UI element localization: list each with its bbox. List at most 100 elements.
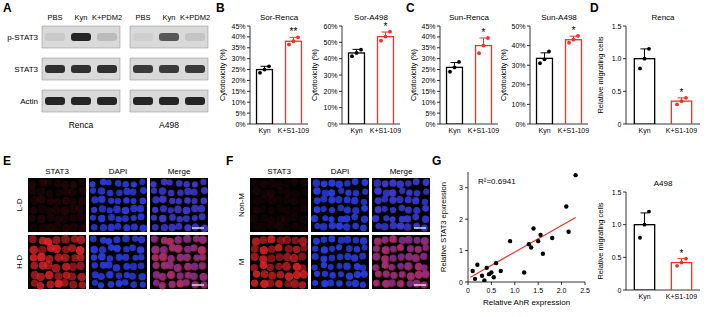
stat3-signal (260, 180, 268, 188)
nucleus (129, 244, 136, 251)
stat3-signal (192, 181, 199, 188)
stat3-signal (68, 244, 76, 252)
y-tick (527, 45, 530, 46)
plot-area (447, 36, 492, 124)
stat3-signal (78, 197, 86, 205)
y-tick-label: 30% (511, 62, 525, 69)
stat3-signal (422, 244, 429, 251)
stat3-signal (275, 263, 282, 270)
image-row-label: L-D (15, 198, 24, 211)
blot-band (45, 97, 65, 105)
y-tick (339, 26, 342, 27)
stat3-signal (284, 189, 292, 197)
stat3-signal (176, 216, 184, 224)
nucleus (344, 196, 351, 203)
nucleus (140, 187, 147, 194)
stat3-signal (174, 236, 182, 244)
stat3-signal (300, 244, 307, 251)
stat3-signal (422, 215, 430, 223)
stat3-signal (266, 279, 274, 287)
nucleus (98, 282, 104, 288)
stat3-signal (38, 205, 46, 213)
nucleus (123, 197, 129, 203)
nucleus (313, 238, 320, 245)
nucleus (98, 273, 105, 280)
nucleus (313, 179, 321, 187)
data-point (499, 269, 503, 273)
data-point (680, 261, 684, 265)
nucleus (346, 273, 353, 280)
y-tick-label: 10% (511, 101, 525, 108)
data-point (564, 204, 568, 208)
nucleus (360, 225, 367, 232)
y-tick (247, 91, 250, 92)
nucleus (116, 190, 122, 196)
nucleus (113, 264, 120, 271)
data-point (350, 54, 354, 58)
bar (537, 58, 553, 124)
stat3-signal (151, 187, 158, 194)
stat3-signal (252, 238, 260, 246)
nucleus (343, 262, 351, 270)
y-tick-label: 30% (421, 55, 435, 62)
panel-label: A (3, 1, 12, 15)
y-tick (437, 124, 440, 125)
nucleus (327, 280, 334, 287)
nucleus (90, 246, 98, 254)
blot-lane-label: Kyn (75, 13, 88, 22)
stat3-signal (39, 224, 48, 233)
stat3-signal (420, 252, 428, 260)
blot-band (133, 97, 153, 105)
stat3-signal (76, 246, 85, 255)
y-tick-label: 2 (459, 216, 463, 223)
y-axis (626, 192, 627, 290)
stat3-signal (169, 214, 177, 222)
y-tick (527, 124, 530, 125)
y-tick (623, 257, 626, 258)
nucleus (122, 181, 128, 187)
nucleus (328, 236, 335, 243)
stat3-signal (372, 215, 380, 223)
x-tick-label: 0 (466, 287, 470, 294)
bar (447, 67, 463, 124)
annotation: R²=0.6941 (478, 177, 516, 186)
y-tick-label: 50% (323, 39, 337, 46)
stat3-signal (152, 254, 160, 262)
y-tick-label: 5% (235, 110, 245, 117)
micrograph (28, 178, 87, 233)
x-tick (561, 282, 562, 285)
stat3-signal (61, 253, 69, 261)
y-tick-label: 35% (231, 44, 245, 51)
stat3-signal (152, 206, 160, 214)
bar (257, 70, 273, 124)
y-tick-label: 40% (323, 55, 337, 62)
y-tick (465, 187, 468, 188)
significance: * (572, 25, 576, 36)
nucleus (106, 179, 112, 185)
nucleus (352, 178, 359, 185)
image-background (311, 235, 369, 289)
nucleus (338, 205, 345, 212)
stat3-signal (151, 214, 158, 221)
stat3-signal (168, 207, 175, 214)
stat3-signal (159, 253, 168, 262)
nucleus (124, 272, 130, 278)
panel-label: B (216, 1, 225, 15)
category-label: Kyn (258, 127, 270, 135)
stat3-signal (159, 273, 167, 281)
stat3-signal (383, 270, 391, 278)
stat3-signal (291, 279, 300, 288)
nucleus (328, 264, 334, 270)
y-tick-label: 10% (323, 104, 337, 111)
stat3-signal (381, 195, 389, 203)
data-point (267, 64, 271, 68)
nucleus (92, 262, 98, 268)
nucleus (352, 223, 359, 230)
nucleus (123, 188, 130, 195)
stat3-signal (159, 282, 166, 289)
data-point (457, 60, 461, 64)
stat3-signal (184, 224, 192, 232)
stat3-signal (161, 224, 170, 233)
stat3-signal (261, 215, 268, 222)
micrograph (311, 235, 369, 289)
